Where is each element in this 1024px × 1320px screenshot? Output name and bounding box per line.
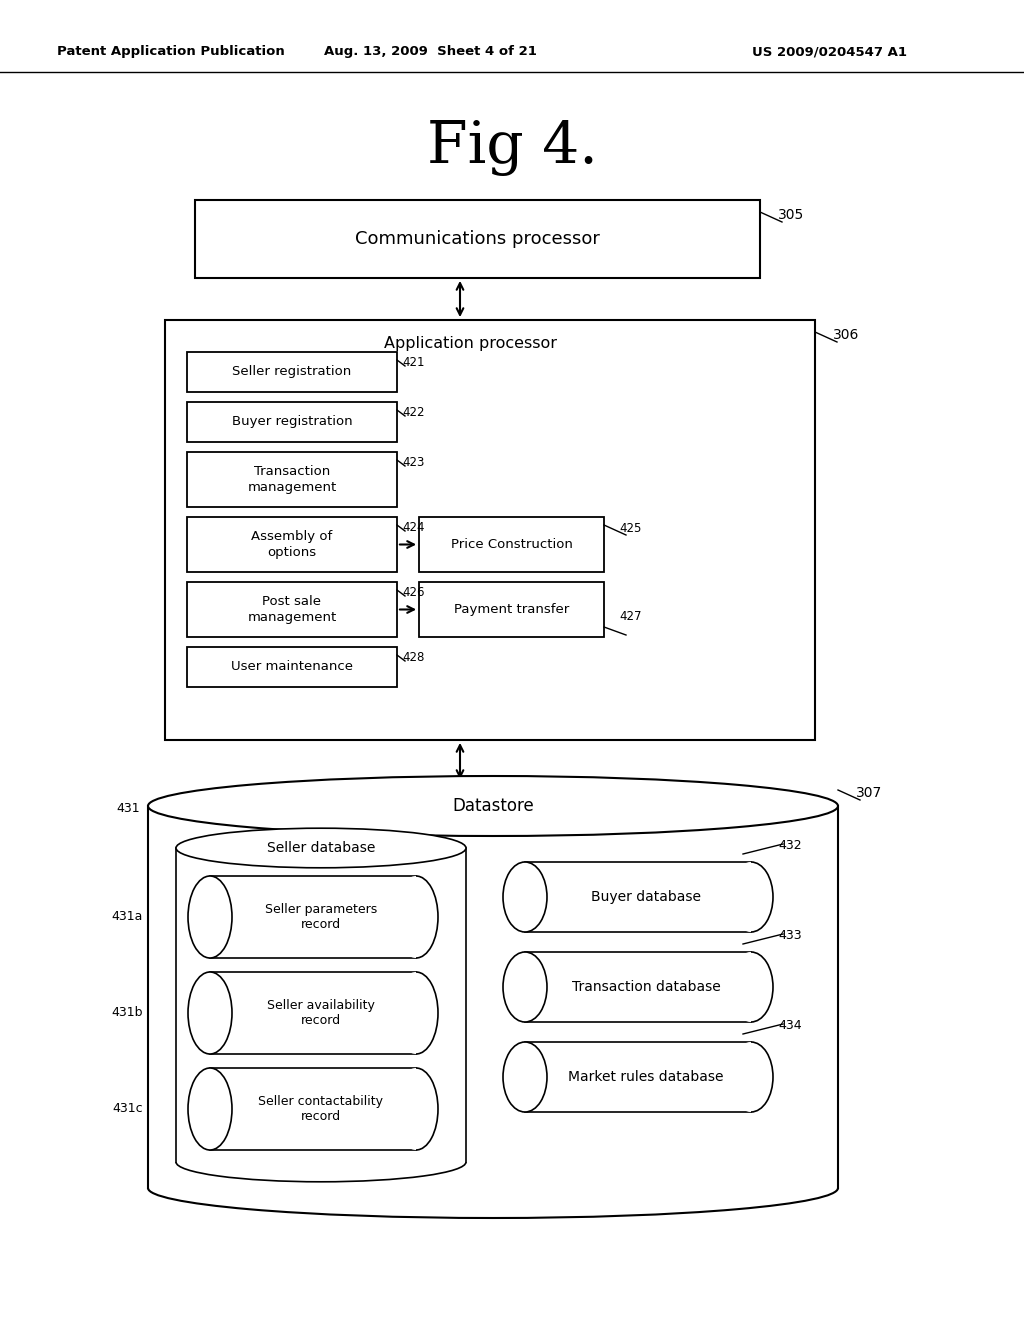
Ellipse shape [176, 828, 466, 867]
Text: 426: 426 [402, 586, 425, 599]
Bar [165, 319, 815, 741]
Text: Transaction
management: Transaction management [248, 465, 337, 494]
Text: 433: 433 [778, 929, 802, 942]
Text: Seller registration: Seller registration [232, 366, 351, 379]
Ellipse shape [188, 972, 232, 1053]
Bar [210, 1068, 416, 1150]
Ellipse shape [503, 952, 547, 1022]
Text: Seller availability
record: Seller availability record [267, 998, 375, 1027]
Text: 427: 427 [618, 610, 641, 623]
Ellipse shape [394, 876, 438, 958]
Text: 422: 422 [402, 407, 425, 418]
Bar [210, 972, 416, 1053]
Ellipse shape [729, 1041, 773, 1111]
Text: 431b: 431b [112, 1006, 143, 1019]
Text: 307: 307 [856, 785, 883, 800]
Bar [187, 647, 397, 686]
Text: 431c: 431c [113, 1102, 143, 1115]
Text: 431: 431 [117, 803, 140, 814]
Text: Communications processor: Communications processor [355, 230, 600, 248]
Text: Seller contactability
record: Seller contactability record [258, 1094, 384, 1123]
Text: Aug. 13, 2009  Sheet 4 of 21: Aug. 13, 2009 Sheet 4 of 21 [324, 45, 537, 58]
Text: Payment transfer: Payment transfer [454, 603, 569, 616]
Text: 434: 434 [778, 1019, 802, 1032]
Text: Market rules database: Market rules database [568, 1071, 724, 1084]
Text: Datastore: Datastore [453, 797, 534, 814]
Ellipse shape [394, 972, 438, 1053]
Text: Fig 4.: Fig 4. [427, 120, 597, 176]
Bar [525, 1041, 751, 1111]
Text: 421: 421 [402, 356, 425, 370]
Text: 305: 305 [778, 209, 804, 222]
Text: Assembly of
options: Assembly of options [251, 531, 333, 558]
Ellipse shape [394, 1068, 438, 1150]
Text: US 2009/0204547 A1: US 2009/0204547 A1 [753, 45, 907, 58]
Bar [195, 201, 760, 279]
Text: 428: 428 [402, 651, 424, 664]
Bar [187, 451, 397, 507]
Text: 424: 424 [402, 521, 425, 535]
Ellipse shape [729, 862, 773, 932]
Text: Seller parameters
record: Seller parameters record [265, 903, 377, 932]
Bar [148, 807, 838, 1188]
Ellipse shape [188, 876, 232, 958]
Bar [525, 952, 751, 1022]
Text: Transaction database: Transaction database [571, 979, 720, 994]
Text: 423: 423 [402, 455, 424, 469]
Text: Application processor: Application processor [384, 337, 556, 351]
Ellipse shape [503, 1041, 547, 1111]
Text: 425: 425 [618, 521, 641, 535]
Text: Post sale
management: Post sale management [248, 595, 337, 624]
Text: Price Construction: Price Construction [451, 539, 572, 550]
Bar [176, 847, 466, 1162]
Text: Patent Application Publication: Patent Application Publication [57, 45, 285, 58]
Bar [210, 876, 416, 958]
Text: Seller database: Seller database [267, 841, 375, 855]
Ellipse shape [503, 862, 547, 932]
Text: Buyer registration: Buyer registration [231, 416, 352, 429]
Bar [419, 582, 604, 638]
Text: User maintenance: User maintenance [231, 660, 353, 673]
Bar [187, 582, 397, 638]
Text: 306: 306 [833, 327, 859, 342]
Bar [187, 403, 397, 442]
Bar [419, 517, 604, 572]
Ellipse shape [148, 776, 838, 836]
Text: 432: 432 [778, 840, 802, 851]
Bar [187, 352, 397, 392]
Ellipse shape [729, 952, 773, 1022]
Ellipse shape [188, 1068, 232, 1150]
Bar [187, 517, 397, 572]
Text: Buyer database: Buyer database [591, 890, 701, 904]
Text: 431a: 431a [112, 911, 143, 924]
Bar [525, 862, 751, 932]
